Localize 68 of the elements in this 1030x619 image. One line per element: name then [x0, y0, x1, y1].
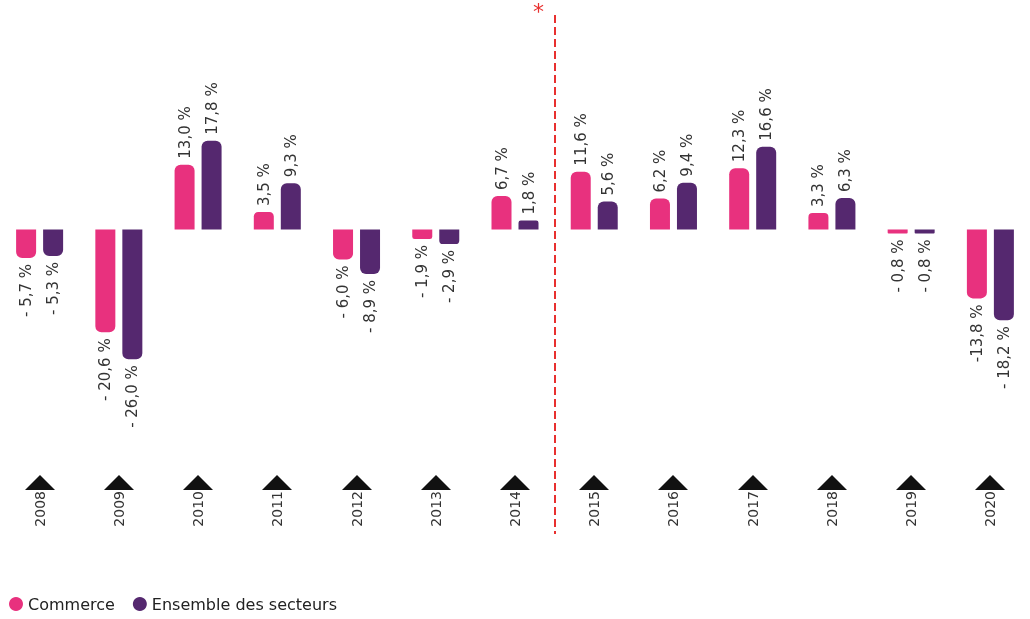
- data-label: - 2,9 %: [440, 250, 459, 304]
- bar: [993, 229, 1014, 321]
- data-label: - 26,0 %: [123, 365, 142, 428]
- bar: [966, 229, 987, 299]
- x-tick-label: 2011: [269, 491, 286, 527]
- data-label: - 0,8 %: [888, 239, 907, 293]
- x-tick-label: 2009: [110, 491, 127, 527]
- data-label: 6,7 %: [492, 147, 511, 191]
- data-label: - 5,3 %: [44, 261, 63, 316]
- data-label: 9,4 %: [677, 133, 696, 177]
- data-label: 17,8 %: [202, 82, 221, 135]
- bar: [756, 146, 777, 230]
- data-label: 6,2 %: [650, 149, 669, 193]
- bar: [360, 229, 381, 274]
- bar: [439, 229, 460, 244]
- data-label: 6,3 %: [836, 149, 855, 193]
- bar: [649, 198, 670, 230]
- bar: [16, 229, 37, 258]
- bar: [570, 171, 591, 230]
- data-label: - 6,0 %: [334, 265, 353, 319]
- bar: [201, 140, 222, 230]
- data-label: -13,8 %: [967, 304, 986, 363]
- data-label: 11,6 %: [571, 113, 590, 166]
- data-label: - 1,9 %: [413, 245, 432, 299]
- data-label: - 5,7 %: [17, 263, 36, 318]
- bar: [808, 213, 829, 230]
- data-label: - 18,2 %: [994, 326, 1013, 389]
- x-tick-label: 2016: [665, 490, 682, 527]
- bar: [95, 229, 116, 333]
- x-tick-label: 2017: [744, 491, 761, 527]
- bar: [412, 229, 433, 240]
- x-tick-label: 2012: [348, 491, 365, 527]
- x-tick-label: 2019: [903, 491, 920, 527]
- data-label: - 8,9 %: [361, 279, 380, 333]
- data-label: 3,3 %: [809, 164, 828, 208]
- bar: [43, 229, 64, 256]
- data-label: - 0,8 %: [915, 239, 934, 293]
- data-label: 13,0 %: [175, 106, 194, 159]
- bar: [280, 183, 301, 230]
- x-tick-label: 2014: [507, 490, 523, 527]
- bar: [518, 220, 539, 230]
- bar: [729, 168, 750, 230]
- bar: [491, 196, 512, 230]
- legend-label: Commerce: [28, 594, 115, 614]
- legend-label: Ensemble des secteurs: [151, 594, 337, 614]
- bar: [597, 201, 618, 230]
- bar: [333, 229, 354, 260]
- bar: [253, 212, 274, 230]
- ref-line-label: *: [533, 0, 545, 24]
- x-tick-label: 2018: [823, 491, 840, 527]
- bar: [914, 229, 935, 234]
- x-tick-label: 2015: [586, 491, 603, 527]
- data-label: - 20,6 %: [96, 338, 115, 401]
- data-label: 5,6 %: [598, 152, 617, 196]
- x-tick-label: 2010: [190, 491, 207, 527]
- x-tick-label: 2013: [427, 491, 444, 527]
- data-label: 9,3 %: [281, 134, 300, 178]
- bar: [835, 198, 856, 230]
- data-label: 3,5 %: [254, 163, 273, 207]
- x-tick-label: 2008: [31, 491, 48, 527]
- data-label: 1,8 %: [519, 171, 538, 215]
- x-tick-label: 2020: [982, 491, 999, 527]
- bar: [174, 164, 195, 230]
- data-label: 16,6 %: [757, 88, 776, 141]
- bar: [887, 229, 908, 234]
- bar: [676, 182, 697, 230]
- bar: [122, 229, 143, 360]
- data-label: 12,3 %: [730, 109, 749, 163]
